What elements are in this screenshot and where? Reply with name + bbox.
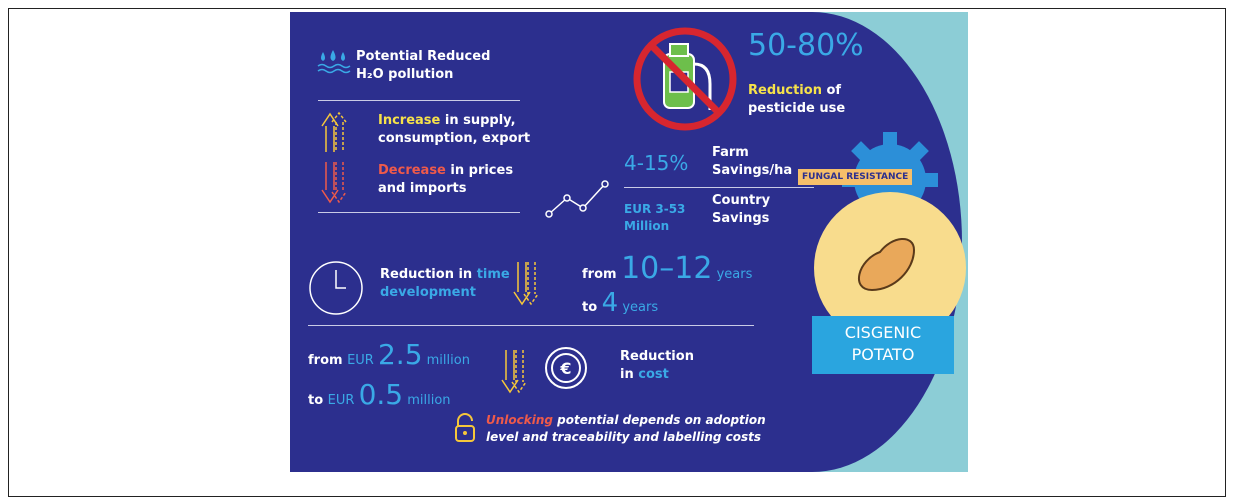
to-unit: years — [618, 300, 659, 315]
farm-label-1: Farm — [712, 145, 749, 160]
cost-text-2: in cost — [620, 366, 669, 384]
down-arrows-icon — [501, 350, 527, 394]
country-value-1: EUR 3-53 — [624, 202, 686, 216]
from-label: from — [582, 267, 622, 282]
cost-label: in — [620, 367, 639, 382]
down-arrows-icon — [513, 262, 539, 306]
increase-text-1: Increase in supply, — [378, 112, 516, 130]
lock-icon — [455, 413, 475, 442]
cost-from-value: 2.5 — [377, 338, 423, 371]
country-label-1: Country — [712, 193, 771, 208]
increase-rest: in supply, — [440, 113, 516, 128]
water-text-2: H₂O pollution — [356, 67, 454, 82]
badge: FUNGAL RESISTANCE — [798, 169, 913, 185]
divider — [318, 212, 520, 213]
cost-to-label: to — [308, 393, 328, 408]
farm-value: 4-15% — [624, 151, 689, 175]
decrease-text-2: and imports — [378, 181, 467, 196]
water-text-1: Potential Reduced — [356, 49, 491, 64]
cost-text-1: Reduction — [620, 349, 694, 364]
product-line-2: POTATO — [851, 345, 915, 364]
clock-icon — [309, 261, 363, 315]
cost-from: from EUR 2.5 million — [308, 338, 470, 378]
divider — [308, 325, 754, 326]
increase-highlight: Increase — [378, 113, 441, 128]
cost-from-unit: million — [422, 353, 470, 368]
to-label: to — [582, 300, 602, 315]
product-line-1: CISGENIC — [844, 323, 922, 342]
down-arrows-icon — [321, 162, 347, 204]
water-icon — [317, 50, 351, 74]
country-value-2: Million — [624, 219, 670, 233]
infographic: Potential Reduced H₂O pollution Increase… — [290, 12, 968, 472]
cost-from-currency: EUR — [347, 353, 378, 368]
divider — [318, 100, 520, 101]
pesticide-text-2: pesticide use — [748, 101, 846, 116]
trend-icon — [545, 180, 609, 218]
from-unit: years — [712, 267, 753, 282]
frame — [8, 8, 1226, 497]
time-text-2: development — [380, 285, 476, 300]
note-rest: potential depends on adoption — [552, 413, 766, 427]
time-from: from 10–12 years — [582, 252, 752, 292]
svg-text:€: € — [559, 359, 571, 378]
cost-from-label: from — [308, 353, 348, 368]
to-value: 4 — [601, 288, 619, 318]
note-text-1: Unlocking potential depends on adoption — [486, 412, 766, 429]
pesticide-value: 50-80% — [748, 28, 864, 63]
decrease-text-1: Decrease in prices — [378, 162, 513, 180]
decrease-rest: in prices — [445, 163, 514, 178]
increase-text-2: consumption, export — [378, 131, 531, 146]
pesticide-rest: of — [821, 83, 842, 98]
cost-to: to EUR 0.5 million — [308, 378, 451, 418]
cost-to-value: 0.5 — [358, 378, 404, 411]
note-text-2: level and traceability and labelling cos… — [486, 430, 762, 444]
cost-highlight: cost — [638, 367, 669, 382]
time-label: Reduction in — [380, 267, 477, 282]
country-label-2: Savings — [712, 211, 770, 226]
pesticide-highlight: Reduction — [748, 83, 822, 98]
divider — [624, 187, 814, 188]
time-to: to 4 years — [582, 288, 658, 323]
time-text-1: Reduction in time — [380, 266, 510, 284]
cost-to-unit: million — [403, 393, 451, 408]
decrease-highlight: Decrease — [378, 163, 446, 178]
from-value: 10–12 — [621, 251, 713, 286]
up-arrows-icon — [321, 111, 347, 152]
no-pesticide-icon — [633, 27, 737, 131]
euro-icon: € — [545, 347, 587, 389]
time-highlight-1: time — [476, 267, 510, 282]
cost-to-currency: EUR — [327, 393, 359, 408]
note-highlight: Unlocking — [486, 413, 553, 427]
farm-label-2: Savings/ha — [712, 163, 793, 178]
pesticide-text-1: Reduction of — [748, 82, 841, 100]
product-box — [812, 316, 954, 374]
